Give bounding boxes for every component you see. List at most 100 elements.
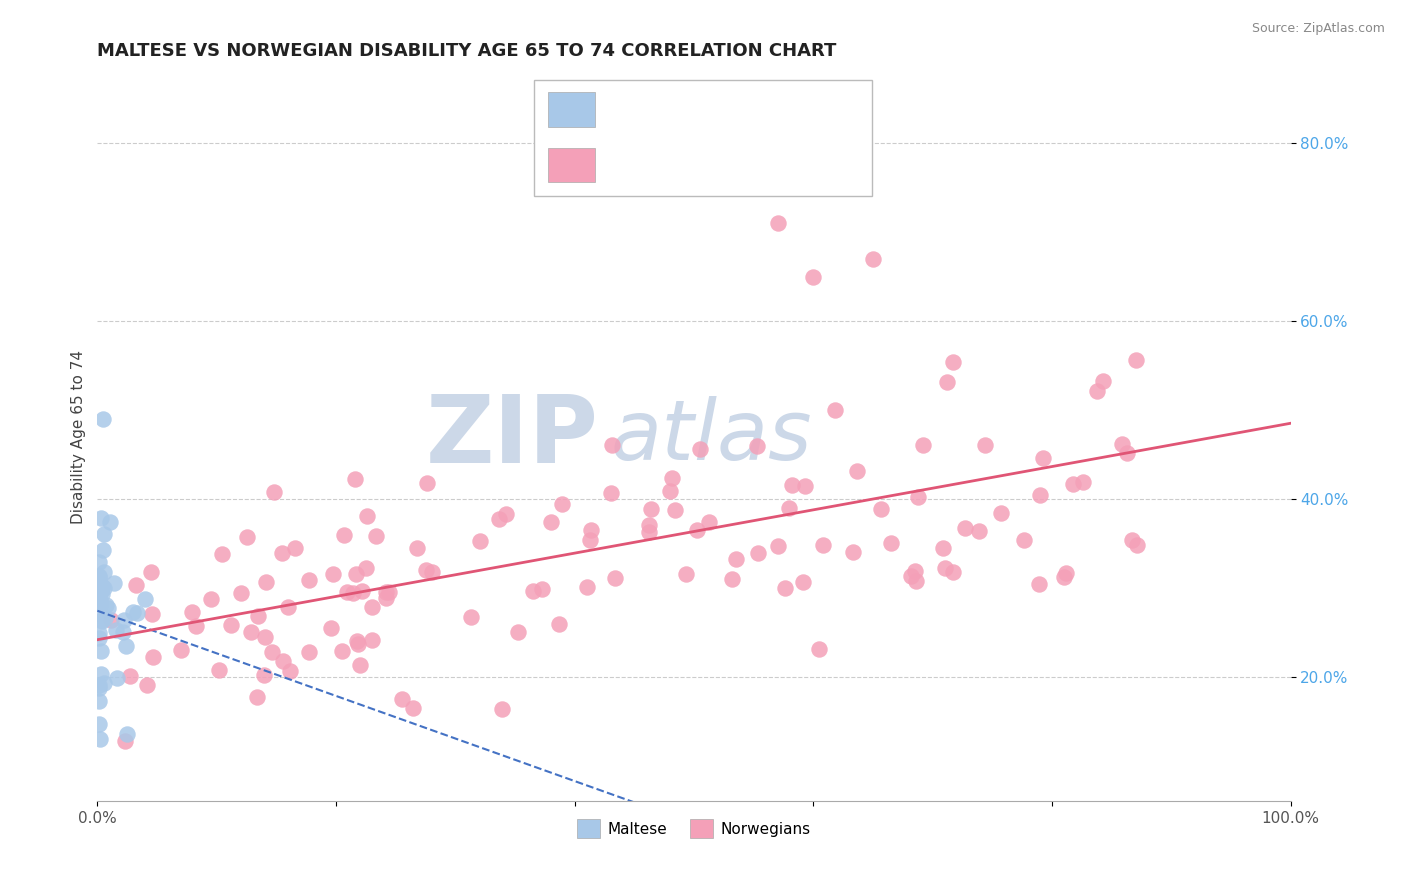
Point	[89, 731, 111, 746]
Point	[91, 614, 114, 628]
Point	[342, 586, 364, 600]
Point	[1052, 569, 1074, 583]
Point	[415, 475, 437, 490]
Point	[298, 645, 321, 659]
Point	[349, 658, 371, 673]
Point	[932, 541, 955, 556]
Point	[907, 490, 929, 504]
Point	[1085, 384, 1108, 398]
Point	[638, 518, 661, 533]
Point	[219, 618, 242, 632]
Point	[990, 506, 1012, 520]
Point	[540, 516, 562, 530]
Point	[470, 533, 492, 548]
Point	[208, 663, 231, 677]
Point	[576, 580, 599, 594]
Point	[330, 644, 353, 658]
Point	[1121, 533, 1143, 547]
Point	[547, 617, 569, 632]
Point	[551, 497, 574, 511]
Point	[141, 566, 163, 580]
Point	[87, 717, 110, 731]
Point	[356, 508, 378, 523]
Point	[354, 561, 377, 575]
Point	[142, 649, 165, 664]
Point	[1028, 577, 1050, 591]
Point	[87, 591, 110, 605]
Point	[697, 515, 720, 529]
Point	[93, 581, 115, 595]
Point	[94, 611, 117, 625]
Point	[1071, 475, 1094, 490]
Point	[942, 565, 965, 579]
Point	[260, 645, 283, 659]
Point	[360, 599, 382, 614]
Point	[766, 540, 789, 554]
Point	[239, 625, 262, 640]
Text: R =  0.431: R = 0.431	[609, 157, 690, 172]
Point	[136, 678, 159, 692]
Point	[93, 565, 115, 579]
Point	[1125, 353, 1147, 368]
Point	[100, 613, 122, 627]
Point	[364, 528, 387, 542]
Point	[422, 566, 444, 580]
Point	[346, 633, 368, 648]
Point	[94, 598, 117, 612]
Point	[235, 529, 257, 543]
Point	[1111, 437, 1133, 451]
Point	[89, 568, 111, 582]
Point	[90, 510, 112, 524]
Point	[689, 442, 711, 457]
Point	[127, 607, 149, 621]
Point	[675, 567, 697, 582]
Point	[603, 571, 626, 585]
Point	[90, 579, 112, 593]
Point	[91, 412, 114, 426]
Text: N =  43: N = 43	[778, 102, 835, 117]
Point	[97, 600, 120, 615]
Point	[600, 438, 623, 452]
Point	[870, 501, 893, 516]
Text: N = 135: N = 135	[778, 157, 841, 172]
Point	[87, 574, 110, 588]
Point	[824, 402, 846, 417]
Point	[254, 574, 277, 589]
Point	[640, 502, 662, 516]
Point	[375, 591, 398, 605]
Point	[1116, 446, 1139, 460]
Point	[344, 566, 367, 581]
Point	[321, 621, 343, 635]
Point	[271, 654, 294, 668]
Point	[87, 694, 110, 708]
Point	[134, 591, 156, 606]
Point	[87, 631, 110, 645]
Bar	[548, 147, 595, 182]
Point	[87, 600, 110, 615]
Point	[93, 527, 115, 541]
Point	[277, 599, 299, 614]
Point	[508, 625, 530, 640]
Point	[120, 669, 142, 683]
Point	[664, 502, 686, 516]
Point	[845, 464, 868, 478]
Y-axis label: Disability Age 65 to 74: Disability Age 65 to 74	[72, 350, 86, 524]
Point	[125, 578, 148, 592]
Point	[1029, 487, 1052, 501]
Point	[460, 609, 482, 624]
Bar	[548, 92, 595, 127]
Point	[114, 639, 136, 653]
Point	[87, 570, 110, 584]
Point	[115, 727, 138, 741]
Point	[766, 217, 789, 231]
Point	[778, 501, 800, 516]
Point	[973, 438, 995, 452]
Point	[934, 561, 956, 575]
Point	[415, 563, 437, 577]
Point	[792, 574, 814, 589]
Text: ZIP: ZIP	[426, 391, 599, 483]
Text: MALTESE VS NORWEGIAN DISABILITY AGE 65 TO 74 CORRELATION CHART: MALTESE VS NORWEGIAN DISABILITY AGE 65 T…	[97, 42, 837, 60]
Point	[280, 665, 302, 679]
Point	[491, 702, 513, 716]
Point	[89, 597, 111, 611]
